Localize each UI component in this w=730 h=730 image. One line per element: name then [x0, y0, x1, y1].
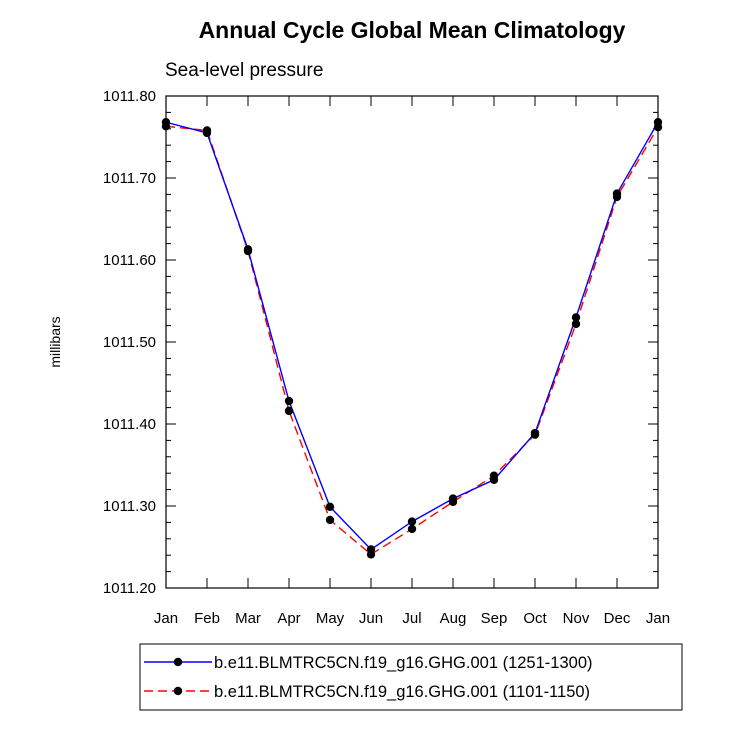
y-tick-label: 1011.60 [103, 252, 156, 269]
series-1-point [612, 189, 622, 198]
legend-marker-2 [173, 686, 183, 696]
x-tick-label: Apr [277, 610, 300, 627]
legend-label-2: b.e11.BLMTRC5CN.f19_g16.GHG.001 (1101-11… [214, 683, 590, 701]
x-tick-label: May [316, 610, 345, 627]
series-1-point [653, 118, 663, 127]
x-tick-label: Aug [440, 610, 467, 627]
series-1-point [571, 313, 581, 322]
series-2-point [284, 406, 294, 416]
legend-label-1: b.e11.BLMTRC5CN.f19_g16.GHG.001 (1251-13… [214, 654, 593, 672]
y-tick-label: 1011.40 [103, 416, 156, 433]
series-1-point [284, 396, 294, 406]
chart-subtitle: Sea-level pressure [165, 60, 323, 81]
legend-box [139, 643, 683, 711]
series-layer [161, 118, 663, 559]
series-1-point [530, 428, 540, 438]
plot-frame [165, 95, 659, 589]
series-line-1 [165, 121, 659, 551]
y-tick-labels: 1011.80 1011.70 1011.60 1011.50 1011.40 1011.… [103, 88, 156, 597]
y-tick-label: 1011.70 [103, 170, 156, 187]
x-tick-label: Jan [646, 610, 670, 627]
legend-marker-1 [173, 657, 183, 667]
x-tick-label: Mar [235, 610, 261, 627]
legend: b.e11.BLMTRC5CN.f19_g16.GHG.001 (1251-13… [144, 654, 593, 701]
x-tick-label: Jul [402, 610, 421, 627]
y-axis-label: millibars [47, 316, 63, 367]
x-tick-label: Nov [563, 610, 590, 627]
y-tick-label: 1011.20 [103, 580, 156, 597]
y-tick-label: 1011.80 [103, 88, 156, 105]
x-tick-label: Dec [604, 610, 631, 627]
series-1-point [202, 128, 212, 138]
series-1-point [489, 475, 499, 484]
x-tick-label: Feb [194, 610, 220, 627]
series-2-point [407, 524, 417, 534]
y-tick-label: 1011.50 [103, 334, 156, 351]
x-tick-labels: Jan Feb Mar Apr May Jun Jul Aug Sep Oct Nov Dec Jan [154, 610, 670, 627]
axis-ticks [165, 95, 659, 589]
series-1-point [407, 517, 417, 526]
series-1-point [161, 118, 171, 127]
series-2-point [571, 319, 581, 329]
series-1-point [325, 502, 335, 512]
series-1-point [366, 545, 376, 554]
x-tick-label: Sep [481, 610, 508, 627]
series-2-point [325, 515, 335, 525]
x-tick-label: Jun [359, 610, 383, 627]
series-line-2 [165, 125, 659, 556]
series-1-point [448, 494, 458, 503]
x-tick-label: Oct [523, 610, 547, 627]
series-1-point [243, 245, 253, 254]
chart-title: Annual Cycle Global Mean Climatology [199, 17, 626, 43]
x-tick-label: Jan [154, 610, 178, 627]
y-tick-label: 1011.30 [103, 498, 156, 515]
